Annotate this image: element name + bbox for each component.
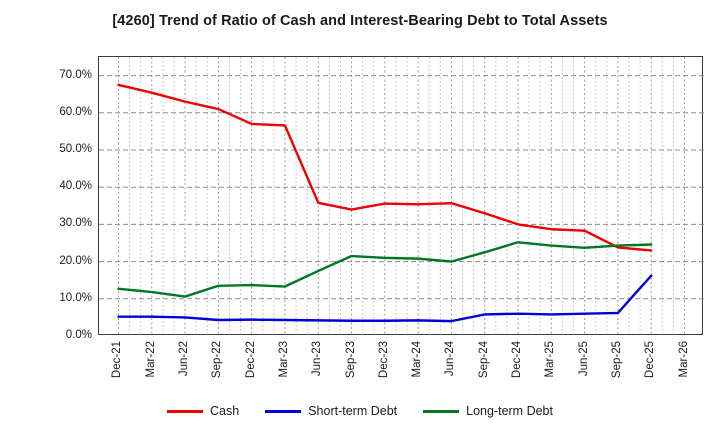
x-axis-tick-label: Sep-25 [610,341,623,379]
series-line [117,274,653,323]
chart-title: [4260] Trend of Ratio of Cash and Intere… [112,13,608,29]
x-axis-tick-label: Jun-23 [311,341,324,377]
y-axis-tick-labels: 0.0% 10.0% 20.0% 30.0% 40.0% 50.0% 60.0% 70.0% [0,0,92,440]
x-axis-tick-label: Sep-24 [477,341,490,379]
x-axis-tick-label: Mar-24 [411,341,424,378]
series-line [117,83,653,252]
x-axis-tick-label: Dec-25 [644,341,657,379]
x-axis-tick-label: Jun-24 [444,341,457,377]
y-axis-tick-label: 50.0% [59,143,92,155]
x-axis-tick-label: Sep-23 [344,341,357,379]
x-axis-tick-label: Dec-22 [244,341,257,379]
legend-color-swatch [265,409,302,413]
x-axis-tick-label: Dec-24 [511,341,524,379]
legend-label: Short-term Debt [308,404,398,418]
x-axis-tick-label: Jun-25 [577,341,590,377]
series-line [117,241,653,298]
legend-color-swatch [423,409,460,413]
x-axis-tick-label: Jun-22 [178,341,191,377]
x-axis-tick-label: Mar-26 [677,341,690,378]
y-axis-tick-label: 70.0% [59,68,92,81]
data-series-lines [117,83,653,323]
x-axis-tick-label: Dec-23 [377,341,390,379]
x-axis-tick-label: Mar-22 [144,341,157,378]
legend-item[interactable]: Short-term Debt [265,404,397,418]
y-axis-tick-label: 0.0% [65,329,92,341]
x-axis-tick-label: Mar-23 [277,341,290,378]
gridlines [99,57,704,336]
legend-item[interactable]: Long-term Debt [423,404,553,418]
chart-legend: Cash Short-term Debt Long-term Debt [0,404,720,418]
x-axis-tick-label: Sep-22 [211,341,224,379]
y-axis-tick-label: 10.0% [59,291,92,304]
legend-item[interactable]: Cash [167,404,239,418]
legend-color-swatch [167,409,204,413]
legend-label: Long-term Debt [466,404,553,418]
y-axis-tick-label: 40.0% [59,180,92,193]
x-axis-tick-label: Mar-25 [544,341,557,378]
legend-label: Cash [210,404,240,418]
y-axis-tick-label: 30.0% [59,217,92,230]
plot-area [98,56,704,336]
y-axis-tick-label: 60.0% [59,105,92,118]
y-axis-tick-label: 20.0% [59,254,92,267]
x-axis-tick-label: Dec-21 [111,341,124,379]
